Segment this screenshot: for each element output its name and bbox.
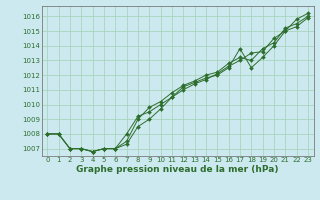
X-axis label: Graphe pression niveau de la mer (hPa): Graphe pression niveau de la mer (hPa)	[76, 165, 279, 174]
